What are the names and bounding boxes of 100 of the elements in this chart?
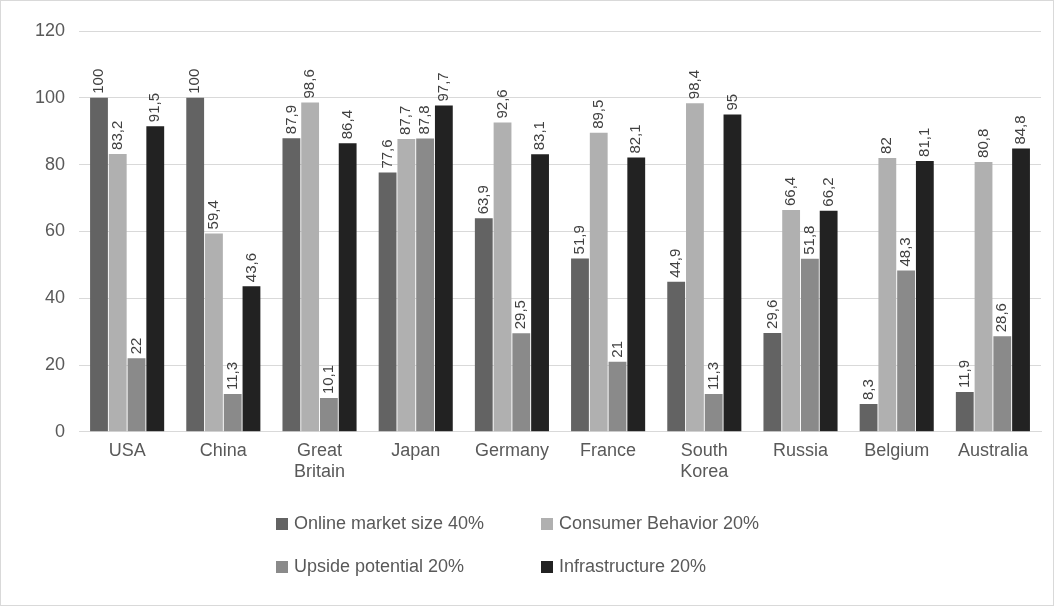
x-tick-label: France bbox=[580, 439, 637, 460]
bar bbox=[205, 233, 223, 432]
data-label: 11,3 bbox=[703, 361, 721, 391]
bar bbox=[1012, 148, 1030, 432]
data-label: 48,3 bbox=[896, 237, 914, 267]
data-label: 82 bbox=[877, 137, 895, 154]
data-label: 83,1 bbox=[530, 121, 548, 151]
x-tick-label: South Korea bbox=[680, 439, 730, 482]
bar bbox=[397, 138, 416, 432]
data-label: 66,4 bbox=[781, 176, 799, 207]
bar bbox=[282, 138, 301, 432]
y-tick-label: 120 bbox=[34, 19, 66, 40]
data-label: 63,9 bbox=[473, 185, 491, 215]
x-tick-label: Belgium bbox=[864, 439, 930, 460]
bar bbox=[974, 161, 993, 432]
y-tick-label: 60 bbox=[45, 220, 66, 241]
data-label: 89,5 bbox=[588, 99, 606, 129]
legend-label: Consumer Behavior 20% bbox=[559, 513, 760, 534]
x-tick-label: Russia bbox=[772, 439, 829, 460]
bar bbox=[127, 358, 146, 432]
bar bbox=[90, 97, 108, 432]
bar bbox=[608, 361, 627, 432]
data-label: 29,5 bbox=[511, 300, 529, 330]
bar bbox=[474, 218, 493, 432]
data-label: 8,3 bbox=[858, 379, 876, 401]
y-tick-label: 80 bbox=[45, 153, 66, 174]
bar bbox=[512, 333, 531, 432]
y-tick-label: 0 bbox=[55, 420, 66, 441]
data-label: 98,6 bbox=[300, 69, 318, 99]
bar bbox=[782, 210, 801, 432]
x-tick-label: Japan bbox=[391, 439, 441, 460]
bar bbox=[146, 126, 165, 432]
data-label: 97,7 bbox=[434, 72, 451, 102]
x-tick-label: China bbox=[199, 439, 248, 460]
bar bbox=[704, 394, 723, 432]
data-label: 87,8 bbox=[415, 105, 433, 135]
y-tick-label: 40 bbox=[45, 287, 66, 308]
data-label: 98,4 bbox=[685, 69, 703, 100]
bar bbox=[589, 132, 608, 432]
data-label: 81,1 bbox=[914, 127, 932, 157]
bar bbox=[667, 281, 686, 432]
y-tick-label: 20 bbox=[45, 353, 66, 374]
bar bbox=[416, 138, 435, 432]
bar bbox=[627, 157, 646, 432]
data-label: 87,7 bbox=[396, 105, 414, 135]
data-label: 11,3 bbox=[222, 361, 240, 391]
bar bbox=[859, 404, 878, 432]
data-label: 51,9 bbox=[570, 225, 588, 255]
data-label: 82,1 bbox=[626, 124, 644, 154]
data-label: 11,9 bbox=[954, 359, 972, 389]
data-label: 28,6 bbox=[992, 303, 1010, 333]
data-label: 83,2 bbox=[107, 120, 125, 150]
bar bbox=[223, 394, 242, 432]
data-label: 77,6 bbox=[377, 139, 395, 169]
bar bbox=[434, 105, 453, 432]
legend-label: Upside potential 20% bbox=[294, 556, 465, 577]
bar bbox=[763, 332, 782, 432]
bar bbox=[993, 336, 1012, 432]
x-tick-label: Germany bbox=[474, 439, 549, 460]
data-label: 95 bbox=[722, 93, 740, 111]
data-label: 91,5 bbox=[145, 92, 163, 123]
bar bbox=[242, 286, 261, 432]
data-label: 86,4 bbox=[337, 110, 355, 140]
data-label: 87,9 bbox=[281, 105, 299, 135]
bar bbox=[955, 392, 974, 432]
data-label: 43,6 bbox=[241, 252, 259, 283]
bar bbox=[878, 157, 897, 432]
y-tick-label: 100 bbox=[34, 86, 66, 107]
bar bbox=[819, 210, 838, 432]
legend-label: Infrastructure 20% bbox=[559, 556, 707, 577]
bar bbox=[319, 398, 338, 432]
x-tick-label: Australia bbox=[957, 439, 1029, 460]
bar bbox=[571, 258, 589, 432]
data-label: 100 bbox=[89, 68, 107, 94]
bar bbox=[338, 143, 357, 432]
bar bbox=[493, 122, 512, 432]
bar bbox=[723, 114, 742, 432]
legend-label: Online market size 40% bbox=[294, 513, 485, 534]
bar bbox=[531, 154, 549, 432]
data-label: 100 bbox=[185, 68, 203, 94]
bar bbox=[108, 153, 127, 432]
data-label: 84,8 bbox=[1011, 115, 1029, 145]
data-label: 66,2 bbox=[818, 177, 836, 207]
data-label: 92,6 bbox=[492, 89, 510, 119]
data-label: 44,9 bbox=[666, 248, 684, 278]
data-label: 29,6 bbox=[762, 299, 780, 329]
data-label: 51,8 bbox=[800, 225, 818, 255]
bar bbox=[301, 102, 320, 432]
bar bbox=[686, 103, 704, 432]
bar bbox=[186, 97, 205, 432]
bar bbox=[378, 172, 397, 432]
bar bbox=[800, 258, 819, 432]
data-label: 10,1 bbox=[319, 364, 337, 395]
bar bbox=[897, 270, 915, 432]
data-label: 21 bbox=[607, 340, 625, 358]
x-tick-label: Great Britain bbox=[294, 439, 346, 482]
data-label: 59,4 bbox=[204, 200, 222, 230]
x-tick-label: USA bbox=[108, 439, 146, 460]
bar bbox=[915, 160, 934, 432]
data-label: 22 bbox=[126, 337, 144, 355]
